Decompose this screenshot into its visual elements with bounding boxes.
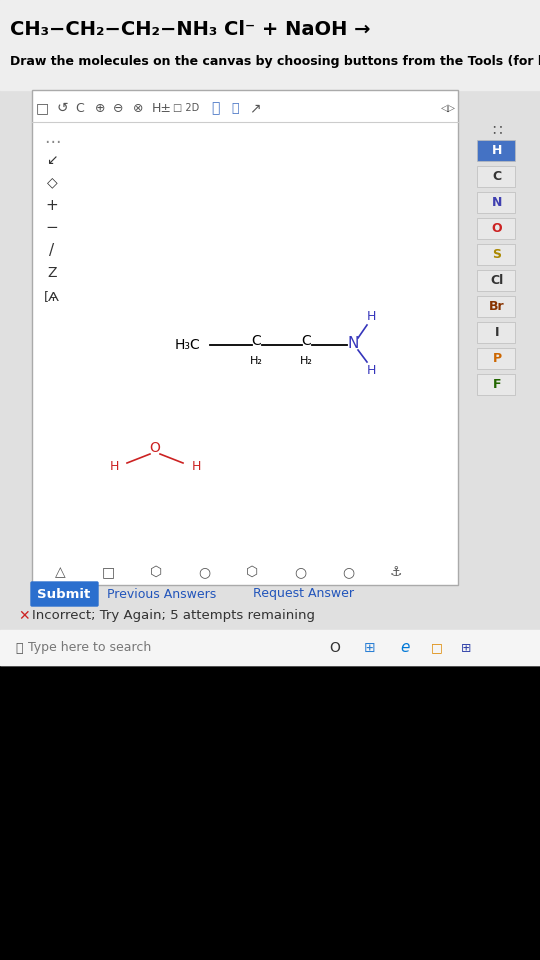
Text: /: / <box>50 243 55 257</box>
Text: ⊖: ⊖ <box>113 102 123 114</box>
Text: ⓘ: ⓘ <box>211 101 219 115</box>
Text: H±: H± <box>152 102 172 114</box>
Bar <box>0 0 540 90</box>
Text: CH₃−CH₂−CH₂−NH₃ Cl⁻ + NaOH →: CH₃−CH₂−CH₂−NH₃ Cl⁻ + NaOH → <box>10 20 370 39</box>
Text: …: … <box>44 129 60 147</box>
Text: Previous Answers: Previous Answers <box>107 588 216 601</box>
Text: ↙: ↙ <box>46 153 58 167</box>
Text: e: e <box>400 640 410 656</box>
Text: [Ѧ: [Ѧ <box>44 291 60 303</box>
Text: ○: ○ <box>342 565 354 579</box>
Text: □: □ <box>102 565 114 579</box>
Text: ∷: ∷ <box>492 123 502 137</box>
Bar <box>32 90 458 585</box>
Text: −: − <box>45 221 58 235</box>
Text: ❓: ❓ <box>231 102 239 114</box>
Text: ◁▷: ◁▷ <box>441 103 456 113</box>
Bar <box>477 218 515 239</box>
Text: ⬡: ⬡ <box>150 565 162 579</box>
Text: Request Answer: Request Answer <box>253 588 354 601</box>
Bar <box>477 192 515 213</box>
Text: ⚓: ⚓ <box>390 565 402 579</box>
Text: ○: ○ <box>198 565 210 579</box>
Text: ⬡: ⬡ <box>246 565 258 579</box>
Text: Incorrect; Try Again; 5 attempts remaining: Incorrect; Try Again; 5 attempts remaini… <box>32 610 315 622</box>
Text: Submit: Submit <box>37 588 91 601</box>
Text: ○: ○ <box>294 565 306 579</box>
Bar <box>477 322 515 343</box>
Text: N: N <box>492 196 502 208</box>
Text: H₂: H₂ <box>249 356 262 366</box>
Text: ⊕: ⊕ <box>94 102 105 114</box>
Text: +: + <box>45 198 58 212</box>
Text: P: P <box>492 351 502 365</box>
Text: ✕: ✕ <box>18 609 30 623</box>
Text: H: H <box>366 310 376 324</box>
Text: ↺: ↺ <box>56 101 68 115</box>
Text: Z: Z <box>48 266 57 280</box>
Text: Draw the molecules on the canvas by choosing buttons from the Tools (for bonds a: Draw the molecules on the canvas by choo… <box>10 55 540 68</box>
Text: C: C <box>301 334 311 348</box>
Bar <box>0 630 540 665</box>
Bar <box>477 374 515 395</box>
Text: H₃C: H₃C <box>174 338 200 352</box>
Text: ◇: ◇ <box>46 175 57 189</box>
Bar <box>0 0 540 665</box>
Text: C: C <box>76 102 84 114</box>
Text: Cl: Cl <box>490 274 504 286</box>
Text: Type here to search: Type here to search <box>28 641 151 655</box>
Text: ⌕: ⌕ <box>15 641 23 655</box>
Text: N: N <box>347 335 359 350</box>
Text: C: C <box>492 170 502 182</box>
FancyBboxPatch shape <box>31 582 98 606</box>
Text: H: H <box>492 143 502 156</box>
Text: O: O <box>150 441 160 455</box>
Text: O: O <box>329 641 340 655</box>
Bar <box>477 270 515 291</box>
Text: O: O <box>492 222 502 234</box>
Text: □: □ <box>36 101 49 115</box>
Text: Br: Br <box>489 300 505 313</box>
Text: □: □ <box>431 641 443 655</box>
Text: H₂: H₂ <box>300 356 313 366</box>
Text: S: S <box>492 248 502 260</box>
Bar <box>477 244 515 265</box>
Text: C: C <box>251 334 261 348</box>
Text: I: I <box>495 325 500 339</box>
Text: ⊞: ⊞ <box>461 641 471 655</box>
Text: ⊞: ⊞ <box>364 641 376 655</box>
Text: □ 2D: □ 2D <box>173 103 199 113</box>
Text: H: H <box>109 461 119 473</box>
Text: ⊗: ⊗ <box>133 102 143 114</box>
Text: H: H <box>366 364 376 376</box>
Bar <box>477 166 515 187</box>
Text: △: △ <box>55 565 65 579</box>
Text: F: F <box>493 377 501 391</box>
Text: H: H <box>191 461 201 473</box>
Bar <box>477 296 515 317</box>
Bar <box>477 140 515 161</box>
Text: ↗: ↗ <box>249 101 261 115</box>
Bar <box>477 348 515 369</box>
